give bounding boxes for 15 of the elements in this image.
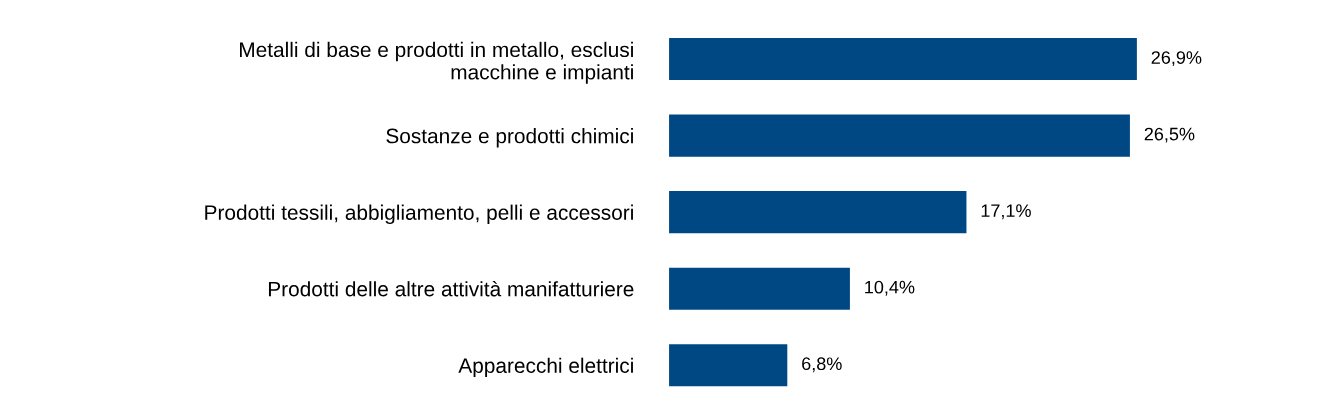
bar: [669, 267, 850, 310]
bar: [669, 191, 967, 234]
y-tick-label: Prodotti delle altre attività manifatturiere: [268, 280, 634, 297]
data-label: 10,4%: [865, 280, 915, 296]
y-tick-label: Prodotti tessili, abbigliamento, pelli e accessori: [205, 204, 633, 225]
bar: [669, 38, 1137, 81]
bar: [669, 114, 1130, 157]
data-label: 17,1%: [981, 204, 1031, 220]
bar: [669, 344, 788, 387]
data-label: 26,9%: [1151, 51, 1202, 67]
y-tick-label: Sostanze e prodotti chimici: [386, 128, 633, 148]
data-label: 6,8%: [802, 357, 842, 373]
y-tick-label: Apparecchi elettrici: [458, 357, 633, 378]
y-tick-label: Metalli di base e prodotti in metallo, esclusi macchine e impianti: [240, 41, 633, 84]
data-label: 26,5%: [1144, 127, 1195, 143]
